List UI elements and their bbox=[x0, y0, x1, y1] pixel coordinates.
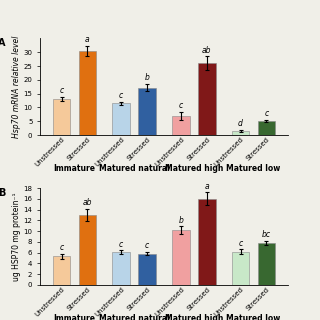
Text: Matured high: Matured high bbox=[165, 164, 223, 173]
Bar bbox=[172, 230, 190, 285]
Text: c: c bbox=[119, 91, 123, 100]
Text: b: b bbox=[145, 74, 149, 83]
Text: c: c bbox=[60, 243, 64, 252]
Text: Matured low: Matured low bbox=[227, 314, 281, 320]
Text: Matured natural: Matured natural bbox=[99, 164, 170, 173]
Text: c: c bbox=[264, 109, 268, 118]
Text: B: B bbox=[0, 188, 5, 198]
Text: d: d bbox=[238, 119, 243, 128]
Text: A: A bbox=[0, 38, 5, 48]
Bar bbox=[138, 254, 156, 285]
Bar bbox=[172, 116, 190, 135]
Bar bbox=[79, 215, 96, 285]
Bar bbox=[232, 252, 249, 285]
Bar bbox=[198, 63, 216, 135]
Text: c: c bbox=[145, 241, 149, 250]
Text: bc: bc bbox=[262, 230, 271, 239]
Bar bbox=[232, 131, 249, 135]
Bar bbox=[112, 103, 130, 135]
Text: Immature: Immature bbox=[53, 314, 95, 320]
Text: c: c bbox=[119, 240, 123, 249]
Bar bbox=[79, 51, 96, 135]
Text: c: c bbox=[238, 239, 243, 248]
Bar bbox=[198, 199, 216, 285]
Bar bbox=[53, 99, 70, 135]
Bar bbox=[112, 252, 130, 285]
Text: c: c bbox=[179, 101, 183, 110]
Bar bbox=[258, 243, 275, 285]
Text: Matured low: Matured low bbox=[227, 164, 281, 173]
Text: Matured high: Matured high bbox=[165, 314, 223, 320]
Bar bbox=[53, 256, 70, 285]
Text: c: c bbox=[60, 86, 64, 95]
Y-axis label: ug HSP70 mg protein⁻¹: ug HSP70 mg protein⁻¹ bbox=[12, 192, 20, 281]
Bar bbox=[258, 121, 275, 135]
Text: ab: ab bbox=[83, 198, 92, 207]
Bar bbox=[138, 88, 156, 135]
Text: b: b bbox=[179, 216, 183, 225]
Text: Immature: Immature bbox=[53, 164, 95, 173]
Text: ab: ab bbox=[202, 46, 212, 55]
Text: a: a bbox=[204, 182, 209, 191]
Text: a: a bbox=[85, 35, 90, 44]
Y-axis label: Hsp70 mRNA relative level: Hsp70 mRNA relative level bbox=[12, 36, 20, 138]
Text: Matured natural: Matured natural bbox=[99, 314, 170, 320]
